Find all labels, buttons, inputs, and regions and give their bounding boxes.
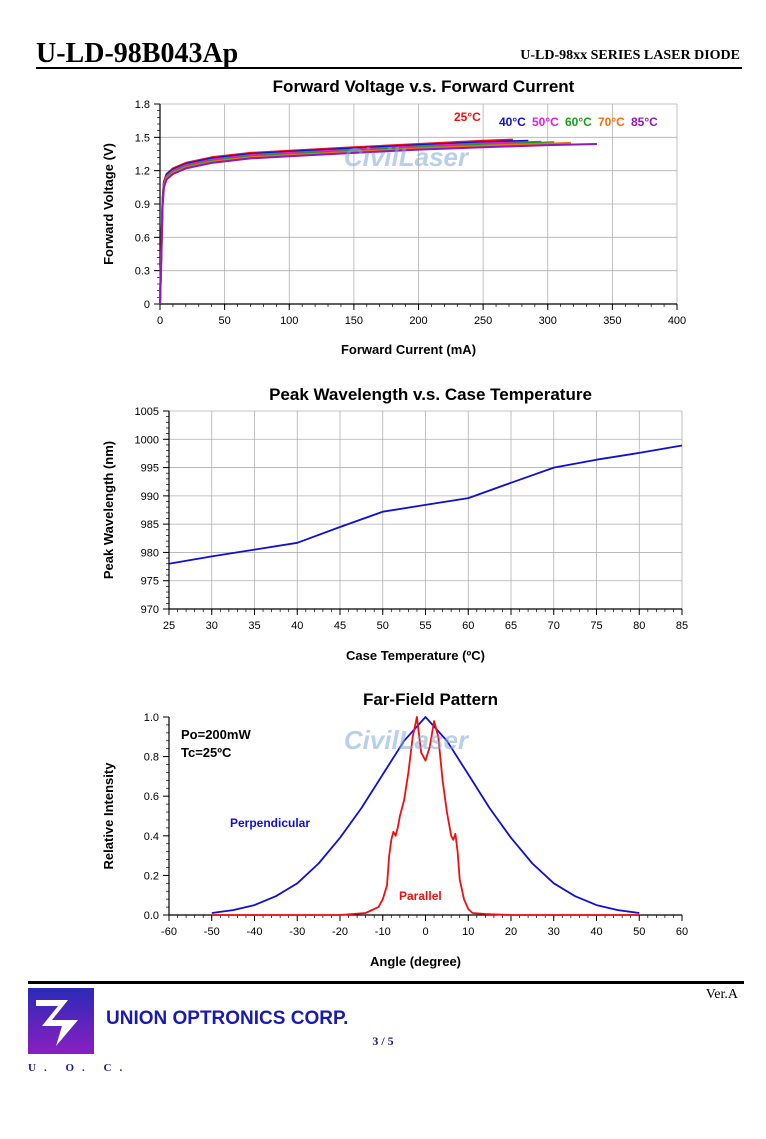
y-axis-label: Relative Intensity: [101, 762, 116, 870]
annotation-temp: Tc=25ºC: [181, 745, 232, 760]
x-tick-label: 30: [206, 620, 218, 632]
y-tick-label: 0.8: [144, 752, 159, 764]
footer-rule: [28, 981, 744, 984]
x-tick-label: 85: [676, 620, 688, 632]
series-line-0: [211, 716, 640, 914]
y-tick-label: 1005: [135, 406, 159, 418]
x-axis-label: Angle (degree): [370, 954, 461, 969]
annotation-power: Po=200mW: [181, 727, 251, 742]
y-tick-label: 0.9: [135, 199, 150, 211]
chart-title: Forward Voltage v.s. Forward Current: [273, 77, 575, 96]
y-tick-label: 0.4: [144, 831, 159, 843]
x-tick-label: 0: [157, 315, 163, 327]
legend-entry: 85°C: [631, 115, 658, 129]
x-tick-label: 200: [409, 315, 427, 327]
x-tick-label: -40: [247, 926, 263, 938]
x-tick-label: 70: [548, 620, 560, 632]
legend-entry: 60°C: [565, 115, 592, 129]
y-tick-label: 0.3: [135, 266, 150, 278]
y-tick-label: 975: [141, 576, 159, 588]
x-tick-label: 50: [219, 315, 231, 327]
y-tick-label: 1.5: [135, 132, 150, 144]
x-tick-label: 60: [462, 620, 474, 632]
x-tick-label: 100: [280, 315, 298, 327]
part-number-title: U-LD-98B043Ap: [36, 38, 239, 69]
x-tick-label: 75: [590, 620, 602, 632]
series-label-perpendicular: Perpendicular: [230, 816, 310, 830]
chart-title: Peak Wavelength v.s. Case Temperature: [269, 385, 592, 404]
watermark-text: CivilLaser: [344, 142, 470, 172]
x-tick-label: 350: [603, 315, 621, 327]
header-rule: [36, 67, 742, 69]
legend-entry: 25°C: [454, 110, 481, 124]
x-tick-label: 20: [505, 926, 517, 938]
x-tick-label: -10: [375, 926, 391, 938]
page-number: 3 / 5: [372, 1034, 394, 1048]
chart-title: Far-Field Pattern: [363, 690, 498, 709]
x-tick-label: 30: [548, 926, 560, 938]
y-axis-label: Peak Wavelength (nm): [101, 441, 116, 579]
x-tick-label: 35: [248, 620, 260, 632]
logo-text: U. O. C.: [28, 1062, 131, 1074]
y-tick-label: 970: [141, 604, 159, 616]
y-axis-label: Forward Voltage (V): [101, 143, 116, 265]
x-tick-label: 250: [474, 315, 492, 327]
x-tick-label: 25: [163, 620, 175, 632]
x-tick-label: 60: [676, 926, 688, 938]
company-name: UNION OPTRONICS CORP.: [106, 1008, 349, 1029]
y-tick-label: 1000: [135, 434, 159, 446]
y-tick-label: 995: [141, 463, 159, 475]
legend-entry: 40°C: [499, 115, 526, 129]
y-tick-label: 980: [141, 547, 159, 559]
x-tick-label: -60: [161, 926, 177, 938]
series-label: U-LD-98xx SERIES LASER DIODE: [520, 48, 740, 63]
y-tick-label: 0.6: [135, 232, 150, 244]
x-axis-label: Case Temperature (ºC): [346, 648, 485, 663]
legend-entry: 70°C: [598, 115, 625, 129]
y-tick-label: 1.0: [144, 712, 159, 724]
series-line-0: [168, 444, 683, 565]
legend-entry: 50°C: [532, 115, 559, 129]
y-tick-label: 0: [144, 299, 150, 311]
x-tick-label: 40: [590, 926, 602, 938]
y-tick-label: 0.2: [144, 870, 159, 882]
x-tick-label: 0: [422, 926, 428, 938]
x-tick-label: -20: [332, 926, 348, 938]
y-tick-label: 0.6: [144, 791, 159, 803]
x-tick-label: -50: [204, 926, 220, 938]
x-tick-label: 300: [539, 315, 557, 327]
watermark-text: CivilLaser: [344, 725, 470, 755]
x-tick-label: -30: [289, 926, 305, 938]
x-tick-label: 45: [334, 620, 346, 632]
version-label: Ver.A: [705, 987, 738, 1002]
y-tick-label: 1.2: [135, 166, 150, 178]
x-tick-label: 50: [377, 620, 389, 632]
x-tick-label: 80: [633, 620, 645, 632]
series-line-5: [159, 143, 597, 305]
y-tick-label: 0.0: [144, 910, 159, 922]
x-tick-label: 400: [668, 315, 686, 327]
x-tick-label: 50: [633, 926, 645, 938]
y-tick-label: 990: [141, 491, 159, 503]
far-field-chart: Far-Field Pattern -60 -50 -40 -30 -20 -10 0 10 20…: [101, 690, 688, 969]
x-tick-label: 150: [345, 315, 363, 327]
x-tick-label: 65: [505, 620, 517, 632]
y-tick-label: 985: [141, 519, 159, 531]
y-tick-label: 1.8: [135, 99, 150, 111]
x-tick-label: 55: [419, 620, 431, 632]
forward-voltage-chart: Forward Voltage v.s. Forward Current 0 50 1…: [101, 77, 686, 357]
peak-wavelength-chart: Peak Wavelength v.s. Case Temperature 25 3…: [101, 385, 688, 663]
x-tick-label: 40: [291, 620, 303, 632]
series-label-parallel: Parallel: [399, 889, 442, 903]
uoc-logo-icon: [28, 988, 94, 1054]
x-axis-label: Forward Current (mA): [341, 342, 476, 357]
series-line-1: [211, 716, 640, 916]
x-tick-label: 10: [462, 926, 474, 938]
